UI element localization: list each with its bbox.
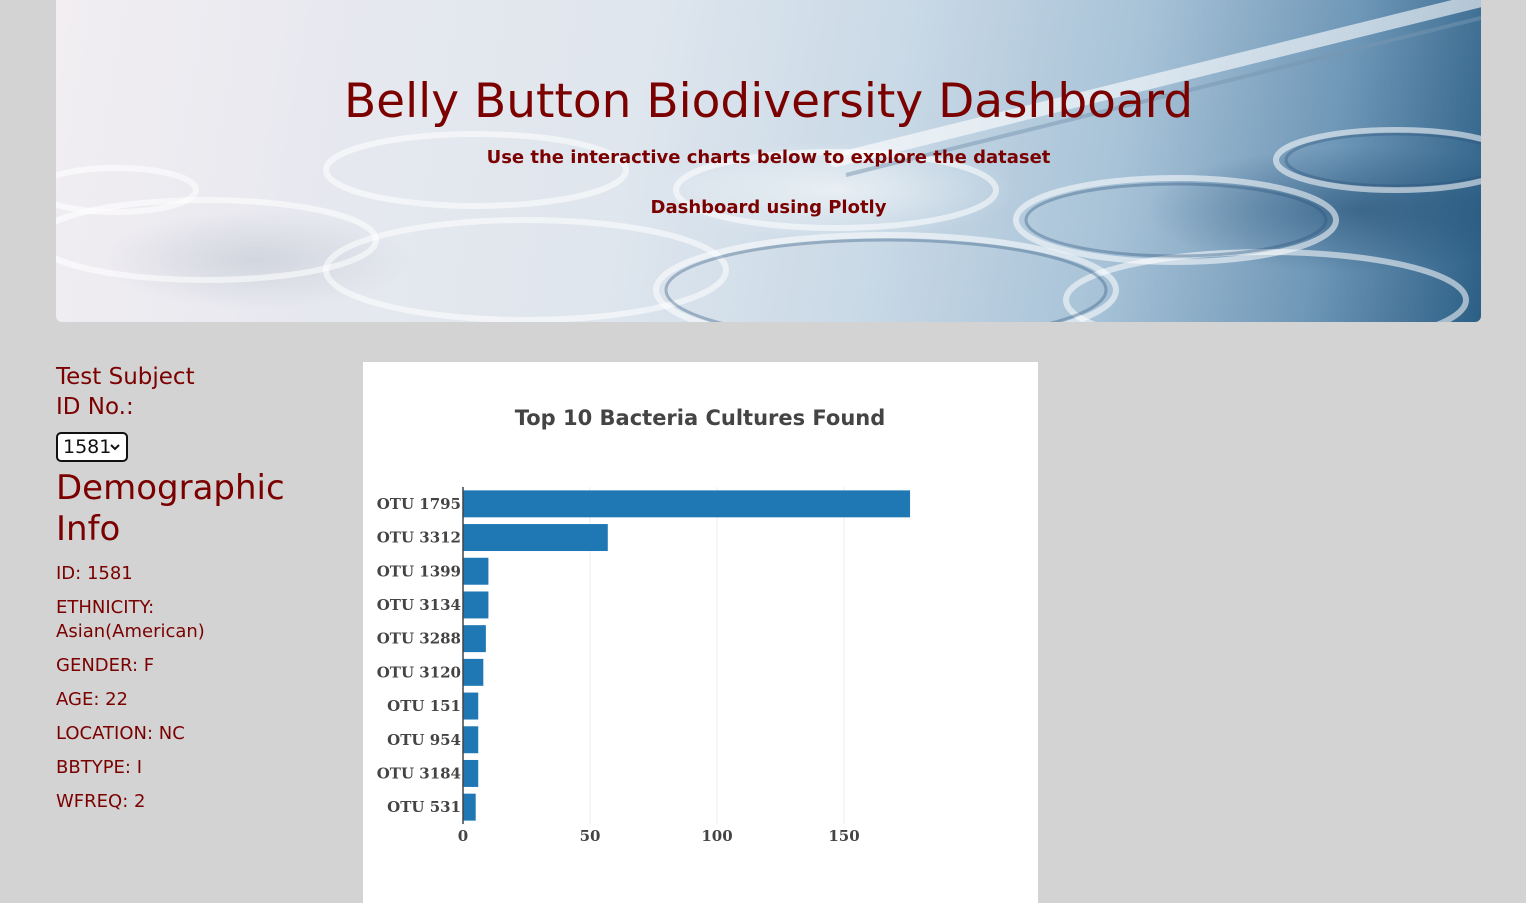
y-tick-label: OTU 3134 [377, 596, 461, 614]
x-tick-label: 100 [701, 827, 732, 845]
y-tick-label: OTU 954 [387, 731, 461, 749]
subject-id-label: Test Subject ID No.: [56, 364, 195, 420]
demographic-id: ID: 1581 [56, 563, 133, 584]
demographic-wfreq: WFREQ: 2 [56, 791, 146, 812]
y-tick-label: OTU 151 [387, 697, 461, 715]
chart-title: Top 10 Bacteria Cultures Found [515, 406, 886, 430]
page-subtitle: Use the interactive charts below to expl… [486, 147, 1051, 168]
bar-otu-531[interactable] [463, 793, 476, 821]
subject-id-dropdown[interactable]: 1581 [56, 432, 128, 462]
bar-chart-card: Top 10 Bacteria Cultures Found OTU 1795 O… [363, 362, 1038, 903]
chart-bars [463, 490, 911, 821]
demographic-location: LOCATION: NC [56, 723, 185, 744]
y-tick-label: OTU 3288 [377, 630, 461, 648]
bar-otu-1795[interactable] [463, 490, 911, 518]
demographic-info-panel: ID: 1581 ETHNICITY: Asian(American) GEND… [56, 562, 296, 814]
bar-otu-1399[interactable] [463, 557, 489, 585]
y-tick-label: OTU 3184 [377, 764, 461, 782]
demographic-age: AGE: 22 [56, 689, 129, 710]
x-tick-label: 50 [580, 827, 601, 845]
y-tick-label: OTU 1795 [377, 495, 461, 513]
demographic-info-title: Demographic Info [56, 468, 285, 549]
bar-otu-3288[interactable] [463, 625, 486, 653]
y-tick-label: OTU 1399 [377, 562, 461, 580]
demographic-bbtype: BBTYPE: I [56, 757, 143, 778]
page-tagline: Dashboard using Plotly [650, 197, 887, 218]
subject-id-selected-value: 1581 [63, 436, 112, 458]
y-tick-label: OTU 3120 [377, 663, 461, 681]
bar-otu-151[interactable] [463, 692, 479, 720]
x-tick-label: 150 [828, 827, 859, 845]
bar-otu-3312[interactable] [463, 524, 608, 552]
bar-otu-954[interactable] [463, 726, 479, 754]
chart-gridlines [589, 487, 845, 824]
demographic-ethnicity: ETHNICITY: Asian(American) [56, 597, 205, 642]
y-tick-label: OTU 3312 [377, 529, 461, 547]
test-tubes-background-image [56, 0, 1481, 322]
y-axis-ticks: OTU 1795 OTU 3312 OTU 1399 OTU 3134 OTU 3288… [377, 495, 461, 816]
bar-otu-3134[interactable] [463, 591, 489, 619]
sidebar-panel: Test Subject ID No.: 1581 Demographic In… [56, 362, 296, 824]
demographic-gender: GENDER: F [56, 655, 155, 676]
header-banner: Belly Button Biodiversity Dashboard Use … [56, 0, 1481, 322]
x-tick-label: 0 [458, 827, 468, 845]
bar-chart[interactable]: Top 10 Bacteria Cultures Found OTU 1795O… [363, 362, 1038, 903]
y-tick-label: OTU 531 [387, 798, 461, 816]
page-title: Belly Button Biodiversity Dashboard [343, 74, 1194, 129]
bar-otu-3184[interactable] [463, 759, 479, 787]
chevron-down-icon [110, 444, 120, 451]
x-axis-ticks: 0 50 100 150 [458, 827, 860, 845]
bar-otu-3120[interactable] [463, 658, 484, 686]
